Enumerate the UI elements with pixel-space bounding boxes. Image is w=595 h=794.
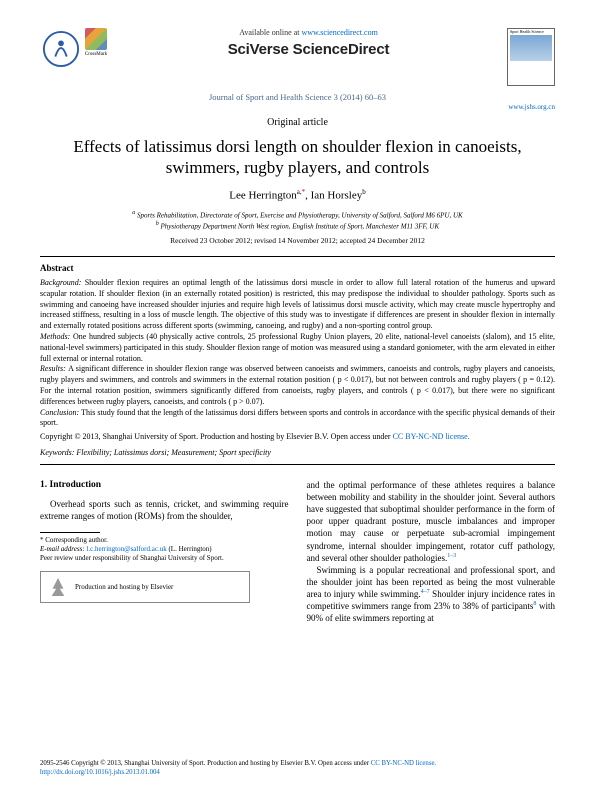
author-1: Lee Herrington [229,190,297,202]
sciencedirect-link[interactable]: www.sciencedirect.com [301,28,377,37]
author-2: Ian Horsley [311,190,363,202]
article-title: Effects of latissimus dorsi length on sh… [50,136,545,179]
two-column-body: 1. Introduction Overhead sports such as … [40,479,555,625]
production-text: Production and hosting by Elsevier [75,583,173,592]
keywords-line: Keywords: Flexibility; Latissimus dorsi;… [40,448,555,458]
license-link[interactable]: CC BY-NC-ND license. [393,432,470,441]
divider [40,256,555,257]
publisher-logo-left [40,28,82,70]
article-dates: Received 23 October 2012; revised 14 Nov… [40,236,555,245]
abstract-heading: Abstract [40,263,555,274]
column-left: 1. Introduction Overhead sports such as … [40,479,289,625]
page-footer: 2095-2546 Copyright © 2013, Shanghai Uni… [40,760,555,778]
footer-license-link[interactable]: CC BY-NC-ND license. [371,760,437,767]
author-email-link[interactable]: l.c.herrington@salford.ac.uk [86,545,166,553]
elsevier-production-box: Production and hosting by Elsevier [40,571,250,603]
journal-citation: Journal of Sport and Health Science 3 (2… [40,92,555,103]
column-right: and the optimal performance of these ath… [307,479,556,625]
journal-cover-thumb: Sport Health Science [507,28,555,86]
header-row: CrossMark Available online at www.scienc… [40,28,555,86]
intro-para-1: Overhead sports such as tennis, cricket,… [40,498,289,522]
journal-site-link[interactable]: www.jshs.org.cn [40,103,555,112]
divider [40,464,555,465]
crossmark-badge[interactable]: CrossMark [82,28,110,62]
intro-heading: 1. Introduction [40,479,289,492]
copyright-line: Copyright © 2013, Shanghai University of… [40,432,555,443]
footnote-divider [40,532,100,533]
affiliations: a Sports Rehabilitation, Directorate of … [40,210,555,232]
platform-name: SciVerse ScienceDirect [116,41,501,60]
author-list: Lee Herringtona,*, Ian Horsleyb [40,188,555,203]
available-online: Available online at www.sciencedirect.co… [116,28,501,38]
corresponding-author-footnote: * Corresponding author. E-mail address: … [40,536,289,563]
article-type: Original article [40,117,555,130]
elsevier-tree-icon [49,576,67,598]
doi-link[interactable]: http://dx.doi.org/10.1016/j.jshs.2013.01… [40,769,160,776]
header-center: Available online at www.sciencedirect.co… [116,28,501,60]
crossmark-label: CrossMark [85,52,107,57]
intro-para-right-2: Swimming is a popular recreational and p… [307,564,556,625]
intro-para-right-1: and the optimal performance of these ath… [307,479,556,564]
abstract-body: Background: Shoulder flexion requires an… [40,278,555,443]
